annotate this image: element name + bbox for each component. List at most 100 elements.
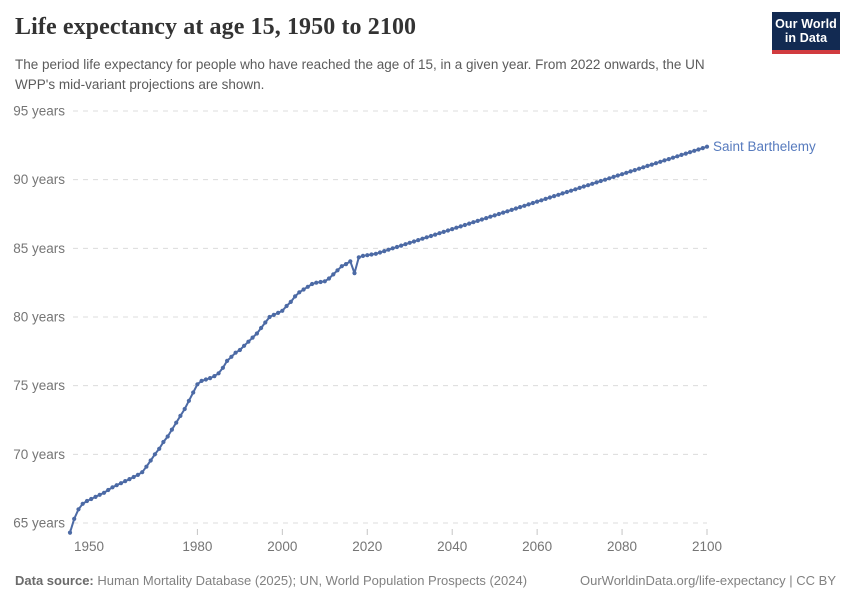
data-point (679, 152, 684, 157)
data-point (653, 161, 659, 166)
data-point (263, 320, 268, 325)
data-point (165, 434, 170, 439)
data-point (492, 213, 497, 218)
data-point (603, 177, 608, 182)
data-point (80, 501, 85, 506)
data-point (552, 194, 557, 199)
data-point (233, 350, 238, 355)
data-point (390, 246, 395, 251)
data-point (203, 377, 208, 382)
data-point (67, 530, 73, 535)
data-point (394, 244, 400, 250)
owid-logo: Our World in Data (772, 12, 840, 54)
data-point (208, 376, 213, 381)
data-point (594, 180, 599, 185)
data-point (513, 206, 519, 211)
data-point (666, 157, 671, 162)
data-source-label: Data source: (15, 573, 94, 588)
data-point (182, 406, 187, 412)
data-line (69, 145, 708, 534)
data-point (110, 485, 115, 490)
data-point (462, 222, 467, 228)
data-point (416, 238, 421, 243)
x-tick-label: 2060 (522, 539, 552, 554)
data-point (386, 247, 391, 252)
data-point (305, 284, 310, 289)
data-point (450, 227, 455, 232)
data-point (140, 470, 145, 475)
data-point (598, 178, 603, 184)
x-tick-label: 2000 (267, 539, 297, 554)
data-point (89, 496, 94, 502)
data-point (590, 181, 595, 186)
data-point (687, 150, 693, 155)
data-point (662, 158, 667, 163)
data-point (581, 184, 586, 189)
attribution-text: OurWorldinData.org/life-expectancy | CC … (579, 573, 836, 588)
data-point (628, 169, 633, 174)
data-point (645, 163, 650, 168)
data-point (106, 487, 111, 493)
data-point (343, 262, 349, 267)
data-point (382, 249, 387, 254)
data-point (314, 280, 319, 285)
data-point (225, 358, 230, 363)
data-point (704, 144, 710, 149)
data-point (242, 343, 247, 348)
data-point (267, 314, 272, 320)
x-tick-label: 1980 (182, 539, 212, 554)
data-point (297, 290, 302, 295)
y-tick-label: 70 years (13, 447, 65, 462)
data-point (611, 174, 616, 179)
data-point (573, 187, 578, 192)
x-tick-label: 2080 (607, 539, 637, 554)
data-point (564, 189, 570, 195)
data-point (144, 464, 149, 469)
data-point (522, 203, 527, 208)
data-point (458, 224, 463, 229)
data-point (607, 176, 612, 181)
data-point (254, 331, 259, 336)
data-point (505, 209, 510, 214)
data-point (420, 236, 425, 241)
data-point (93, 494, 98, 499)
data-point (131, 474, 136, 480)
data-point (475, 218, 480, 223)
data-point (220, 365, 225, 370)
data-point (543, 196, 548, 201)
data-point (445, 228, 451, 233)
data-point (250, 335, 255, 340)
y-tick-label: 85 years (13, 241, 65, 256)
data-point (547, 195, 553, 200)
data-point (373, 251, 378, 256)
data-point (615, 173, 620, 178)
data-point (288, 299, 293, 304)
data-point (326, 276, 332, 281)
data-point (632, 168, 637, 173)
page-title: Life expectancy at age 15, 1950 to 2100 (15, 14, 417, 40)
data-point (216, 371, 221, 376)
chart-subtitle: The period life expectancy for people wh… (15, 57, 705, 92)
data-point (535, 199, 540, 204)
data-point (365, 253, 370, 258)
data-point (471, 220, 476, 225)
data-point (509, 207, 514, 212)
data-point (624, 170, 629, 175)
data-point (369, 252, 374, 257)
data-point (280, 308, 285, 313)
data-point (212, 374, 217, 379)
data-point (670, 155, 676, 160)
data-point (530, 200, 536, 206)
data-point (72, 516, 77, 522)
data-point (377, 250, 383, 255)
x-tick-label: 2040 (437, 539, 467, 554)
data-point (437, 231, 442, 236)
data-point (501, 210, 506, 215)
data-point (454, 225, 459, 230)
owid-logo-line2: in Data (784, 31, 828, 46)
data-point (356, 255, 361, 260)
data-point (284, 303, 289, 309)
data-point (641, 165, 646, 170)
entity-label: Saint Barthelemy (713, 139, 816, 154)
